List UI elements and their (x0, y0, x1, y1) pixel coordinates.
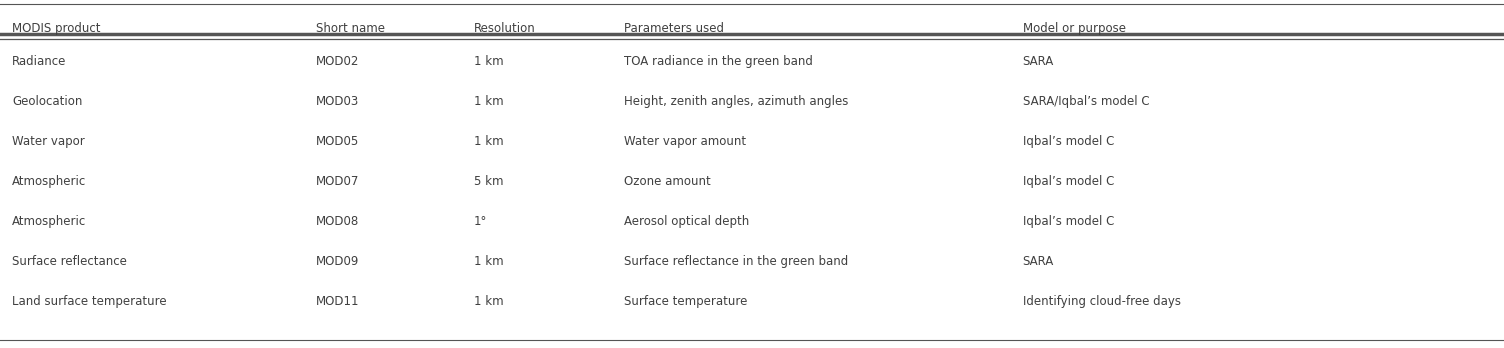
Text: MOD08: MOD08 (316, 215, 359, 228)
Text: Parameters used: Parameters used (624, 22, 723, 35)
Text: Iqbal’s model C: Iqbal’s model C (1023, 135, 1114, 148)
Text: Surface reflectance in the green band: Surface reflectance in the green band (624, 255, 848, 268)
Text: Short name: Short name (316, 22, 385, 35)
Text: Identifying cloud-free days: Identifying cloud-free days (1023, 295, 1181, 308)
Text: Resolution: Resolution (474, 22, 535, 35)
Text: MOD07: MOD07 (316, 175, 359, 188)
Text: Aerosol optical depth: Aerosol optical depth (624, 215, 749, 228)
Text: Atmospheric: Atmospheric (12, 215, 86, 228)
Text: Radiance: Radiance (12, 55, 66, 68)
Text: Water vapor: Water vapor (12, 135, 84, 148)
Text: Atmospheric: Atmospheric (12, 175, 86, 188)
Text: Height, zenith angles, azimuth angles: Height, zenith angles, azimuth angles (624, 95, 848, 108)
Text: SARA: SARA (1023, 55, 1054, 68)
Text: SARA: SARA (1023, 255, 1054, 268)
Text: 1°: 1° (474, 215, 487, 228)
Text: SARA/Iqbal’s model C: SARA/Iqbal’s model C (1023, 95, 1149, 108)
Text: Model or purpose: Model or purpose (1023, 22, 1125, 35)
Text: Iqbal’s model C: Iqbal’s model C (1023, 215, 1114, 228)
Text: MOD02: MOD02 (316, 55, 359, 68)
Text: Surface temperature: Surface temperature (624, 295, 747, 308)
Text: MODIS product: MODIS product (12, 22, 101, 35)
Text: 1 km: 1 km (474, 55, 504, 68)
Text: MOD03: MOD03 (316, 95, 359, 108)
Text: Ozone amount: Ozone amount (624, 175, 711, 188)
Text: TOA radiance in the green band: TOA radiance in the green band (624, 55, 814, 68)
Text: Geolocation: Geolocation (12, 95, 83, 108)
Text: MOD11: MOD11 (316, 295, 359, 308)
Text: Iqbal’s model C: Iqbal’s model C (1023, 175, 1114, 188)
Text: 1 km: 1 km (474, 95, 504, 108)
Text: Water vapor amount: Water vapor amount (624, 135, 746, 148)
Text: 1 km: 1 km (474, 255, 504, 268)
Text: 5 km: 5 km (474, 175, 504, 188)
Text: 1 km: 1 km (474, 135, 504, 148)
Text: Land surface temperature: Land surface temperature (12, 295, 167, 308)
Text: MOD09: MOD09 (316, 255, 359, 268)
Text: 1 km: 1 km (474, 295, 504, 308)
Text: MOD05: MOD05 (316, 135, 359, 148)
Text: Surface reflectance: Surface reflectance (12, 255, 126, 268)
